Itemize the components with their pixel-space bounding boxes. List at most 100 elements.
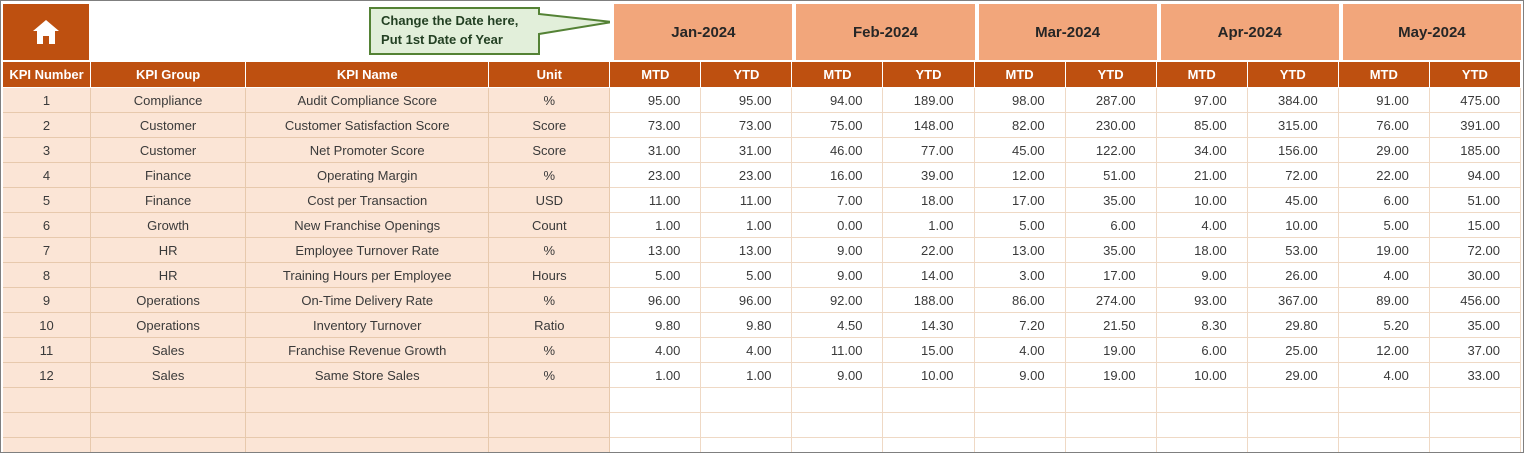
cell-value[interactable]: 16.00 bbox=[792, 163, 884, 188]
cell-value[interactable]: 6.00 bbox=[1065, 213, 1157, 238]
cell-value[interactable]: 10.00 bbox=[1156, 188, 1248, 213]
empty-cell[interactable] bbox=[1429, 413, 1521, 438]
empty-cell[interactable] bbox=[3, 388, 92, 413]
empty-cell[interactable] bbox=[974, 413, 1066, 438]
cell-value[interactable]: 19.00 bbox=[1065, 338, 1157, 363]
cell-value[interactable]: 29.00 bbox=[1247, 363, 1339, 388]
cell-value[interactable]: 33.00 bbox=[1429, 363, 1521, 388]
empty-cell[interactable] bbox=[610, 413, 702, 438]
cell-kpi-group[interactable]: Finance bbox=[91, 163, 247, 188]
cell-value[interactable]: 17.00 bbox=[1065, 263, 1157, 288]
cell-value[interactable]: 5.00 bbox=[610, 263, 702, 288]
cell-value[interactable]: 5.20 bbox=[1338, 313, 1430, 338]
cell-value[interactable]: 30.00 bbox=[1429, 263, 1521, 288]
cell-value[interactable]: 12.00 bbox=[1338, 338, 1430, 363]
empty-cell[interactable] bbox=[1338, 438, 1430, 452]
cell-value[interactable]: 97.00 bbox=[1156, 88, 1248, 113]
cell-value[interactable]: 76.00 bbox=[1338, 113, 1430, 138]
cell-value[interactable]: 15.00 bbox=[883, 338, 975, 363]
cell-kpi-group[interactable]: Finance bbox=[91, 188, 247, 213]
cell-value[interactable]: 72.00 bbox=[1247, 163, 1339, 188]
cell-value[interactable]: 287.00 bbox=[1065, 88, 1157, 113]
empty-cell[interactable] bbox=[91, 413, 247, 438]
cell-value[interactable]: 11.00 bbox=[701, 188, 793, 213]
cell-kpi-group[interactable]: Growth bbox=[91, 213, 247, 238]
cell-value[interactable]: 53.00 bbox=[1247, 238, 1339, 263]
cell-kpi-number[interactable]: 7 bbox=[3, 238, 92, 263]
cell-value[interactable]: 15.00 bbox=[1429, 213, 1521, 238]
cell-kpi-number[interactable]: 3 bbox=[3, 138, 92, 163]
cell-value[interactable]: 5.00 bbox=[974, 213, 1066, 238]
cell-value[interactable]: 51.00 bbox=[1429, 188, 1521, 213]
cell-value[interactable]: 7.00 bbox=[792, 188, 884, 213]
cell-kpi-name[interactable]: Same Store Sales bbox=[246, 363, 490, 388]
cell-value[interactable]: 6.00 bbox=[1156, 338, 1248, 363]
month-header-2[interactable]: Feb-2024 bbox=[792, 4, 975, 62]
cell-value[interactable]: 22.00 bbox=[1338, 163, 1430, 188]
cell-value[interactable]: 19.00 bbox=[1065, 363, 1157, 388]
empty-cell[interactable] bbox=[489, 438, 611, 452]
cell-value[interactable]: 274.00 bbox=[1065, 288, 1157, 313]
cell-value[interactable]: 9.00 bbox=[1156, 263, 1248, 288]
cell-value[interactable]: 14.00 bbox=[883, 263, 975, 288]
cell-value[interactable]: 23.00 bbox=[701, 163, 793, 188]
cell-value[interactable]: 391.00 bbox=[1429, 113, 1521, 138]
cell-value[interactable]: 72.00 bbox=[1429, 238, 1521, 263]
cell-value[interactable]: 1.00 bbox=[701, 213, 793, 238]
cell-value[interactable]: 95.00 bbox=[610, 88, 702, 113]
cell-unit[interactable]: Count bbox=[489, 213, 611, 238]
cell-kpi-number[interactable]: 2 bbox=[3, 113, 92, 138]
cell-kpi-group[interactable]: Operations bbox=[91, 288, 247, 313]
empty-cell[interactable] bbox=[792, 438, 884, 452]
cell-value[interactable]: 95.00 bbox=[701, 88, 793, 113]
cell-value[interactable]: 11.00 bbox=[610, 188, 702, 213]
empty-cell[interactable] bbox=[246, 438, 490, 452]
cell-value[interactable]: 17.00 bbox=[974, 188, 1066, 213]
cell-value[interactable]: 148.00 bbox=[883, 113, 975, 138]
cell-value[interactable]: 5.00 bbox=[1338, 213, 1430, 238]
cell-kpi-number[interactable]: 5 bbox=[3, 188, 92, 213]
cell-value[interactable]: 37.00 bbox=[1429, 338, 1521, 363]
cell-value[interactable]: 475.00 bbox=[1429, 88, 1521, 113]
cell-value[interactable]: 9.80 bbox=[610, 313, 702, 338]
empty-cell[interactable] bbox=[1247, 438, 1339, 452]
cell-value[interactable]: 45.00 bbox=[974, 138, 1066, 163]
empty-cell[interactable] bbox=[489, 413, 611, 438]
cell-kpi-group[interactable]: Compliance bbox=[91, 88, 247, 113]
cell-value[interactable]: 23.00 bbox=[610, 163, 702, 188]
cell-value[interactable]: 22.00 bbox=[883, 238, 975, 263]
empty-cell[interactable] bbox=[792, 388, 884, 413]
cell-kpi-number[interactable]: 6 bbox=[3, 213, 92, 238]
empty-cell[interactable] bbox=[1065, 438, 1157, 452]
cell-value[interactable]: 14.30 bbox=[883, 313, 975, 338]
cell-kpi-group[interactable]: Customer bbox=[91, 113, 247, 138]
cell-value[interactable]: 18.00 bbox=[883, 188, 975, 213]
empty-cell[interactable] bbox=[246, 388, 490, 413]
cell-value[interactable]: 93.00 bbox=[1156, 288, 1248, 313]
cell-value[interactable]: 13.00 bbox=[610, 238, 702, 263]
cell-value[interactable]: 9.00 bbox=[792, 238, 884, 263]
cell-value[interactable]: 122.00 bbox=[1065, 138, 1157, 163]
cell-value[interactable]: 12.00 bbox=[974, 163, 1066, 188]
cell-kpi-name[interactable]: Training Hours per Employee bbox=[246, 263, 490, 288]
empty-cell[interactable] bbox=[3, 413, 92, 438]
cell-value[interactable]: 4.00 bbox=[610, 338, 702, 363]
cell-value[interactable]: 10.00 bbox=[1156, 363, 1248, 388]
cell-kpi-number[interactable]: 1 bbox=[3, 88, 92, 113]
cell-value[interactable]: 9.80 bbox=[701, 313, 793, 338]
cell-kpi-name[interactable]: Net Promoter Score bbox=[246, 138, 490, 163]
cell-value[interactable]: 26.00 bbox=[1247, 263, 1339, 288]
cell-kpi-number[interactable]: 4 bbox=[3, 163, 92, 188]
cell-value[interactable]: 7.20 bbox=[974, 313, 1066, 338]
cell-value[interactable]: 6.00 bbox=[1338, 188, 1430, 213]
empty-cell[interactable] bbox=[246, 413, 490, 438]
empty-cell[interactable] bbox=[1065, 413, 1157, 438]
month-header-4[interactable]: Apr-2024 bbox=[1156, 4, 1339, 62]
cell-value[interactable]: 230.00 bbox=[1065, 113, 1157, 138]
cell-value[interactable]: 9.00 bbox=[792, 263, 884, 288]
empty-cell[interactable] bbox=[1065, 388, 1157, 413]
empty-cell[interactable] bbox=[883, 388, 975, 413]
cell-value[interactable]: 4.00 bbox=[974, 338, 1066, 363]
cell-value[interactable]: 384.00 bbox=[1247, 88, 1339, 113]
cell-kpi-name[interactable]: Franchise Revenue Growth bbox=[246, 338, 490, 363]
